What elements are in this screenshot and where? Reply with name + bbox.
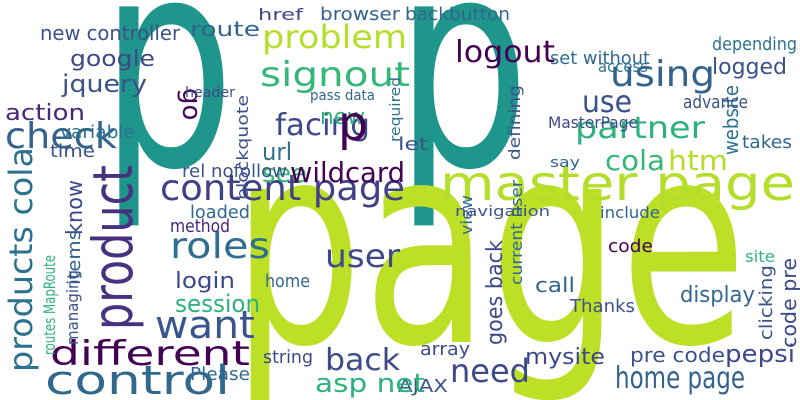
word: managing bbox=[63, 270, 82, 345]
word: wildcard bbox=[290, 156, 405, 189]
word: page bbox=[232, 83, 747, 400]
word: use bbox=[582, 85, 632, 120]
word: array bbox=[420, 339, 470, 360]
word: AJAX bbox=[398, 376, 448, 397]
word: partner bbox=[575, 111, 706, 146]
word: display bbox=[680, 283, 755, 308]
word: p bbox=[395, 0, 530, 234]
word: products cola bbox=[2, 147, 40, 372]
word: logout bbox=[455, 35, 555, 70]
word: pass data bbox=[310, 88, 375, 104]
word: jquery bbox=[61, 70, 147, 98]
word: want bbox=[155, 303, 255, 347]
word: items bbox=[64, 230, 85, 285]
word: route bbox=[190, 17, 260, 41]
word: master page bbox=[440, 156, 795, 212]
word: let bbox=[398, 134, 428, 155]
word: code pre bbox=[777, 258, 800, 348]
word: website bbox=[719, 85, 743, 155]
word: p bbox=[338, 96, 368, 152]
word: different bbox=[50, 334, 250, 374]
word: asp net bbox=[315, 369, 425, 399]
word: blockquote bbox=[233, 95, 252, 200]
word: MasterPage bbox=[548, 113, 638, 132]
word: view bbox=[457, 195, 476, 235]
word: new bbox=[320, 105, 365, 130]
word: home page bbox=[615, 361, 745, 396]
word: facing bbox=[275, 108, 370, 143]
word: problem bbox=[262, 18, 407, 56]
word: session bbox=[175, 290, 260, 318]
word: current user bbox=[507, 180, 526, 285]
word: required bbox=[388, 77, 404, 142]
word: access bbox=[598, 57, 648, 76]
word: need bbox=[450, 352, 530, 390]
word: content page bbox=[160, 168, 405, 209]
word: pre code bbox=[630, 343, 725, 367]
word: mysite bbox=[525, 345, 605, 370]
word: browser bbox=[320, 4, 401, 25]
word: goes back bbox=[483, 240, 508, 345]
word: rel nofollow bbox=[182, 161, 287, 182]
word: call bbox=[535, 273, 575, 297]
word: user bbox=[325, 237, 401, 275]
word: logged bbox=[712, 55, 787, 80]
word: Please bbox=[190, 364, 250, 385]
word: back bbox=[325, 343, 401, 378]
word: time bbox=[50, 141, 95, 162]
word: url bbox=[262, 138, 292, 166]
word: depending bbox=[712, 34, 797, 55]
word: advance bbox=[683, 92, 748, 113]
word: header bbox=[185, 85, 235, 101]
word: defining bbox=[505, 85, 524, 160]
word: loaded bbox=[190, 202, 250, 223]
word: p bbox=[100, 0, 235, 234]
word: control bbox=[45, 358, 230, 400]
word: home bbox=[265, 271, 310, 292]
word: string bbox=[263, 347, 313, 368]
word: say bbox=[550, 155, 580, 171]
word: set without bbox=[550, 48, 650, 69]
word: navigation bbox=[455, 204, 550, 220]
word: google bbox=[70, 47, 155, 72]
word: href bbox=[258, 5, 304, 24]
word: routes MapRoute bbox=[40, 255, 59, 355]
word: Thanks bbox=[569, 296, 635, 317]
word: roles bbox=[170, 226, 270, 267]
word: signout bbox=[260, 55, 410, 95]
word: login bbox=[175, 269, 235, 294]
word: go bbox=[176, 88, 206, 120]
word: new controller bbox=[40, 21, 181, 45]
word: code bbox=[608, 236, 653, 257]
word: site bbox=[745, 247, 775, 266]
word: backbutton bbox=[405, 4, 510, 25]
word: htm bbox=[668, 144, 728, 177]
word: know bbox=[63, 180, 88, 235]
word: clicking bbox=[756, 265, 777, 340]
word: action bbox=[5, 101, 85, 126]
word: cola bbox=[605, 144, 665, 177]
word: using bbox=[610, 54, 715, 95]
word: include bbox=[600, 203, 660, 222]
word: pepsi bbox=[725, 340, 795, 368]
word: method bbox=[170, 216, 230, 237]
word: takes bbox=[742, 132, 792, 153]
word: product bbox=[81, 165, 145, 330]
word: see bbox=[262, 159, 307, 189]
word: variable bbox=[60, 122, 135, 143]
word: check bbox=[5, 116, 117, 157]
